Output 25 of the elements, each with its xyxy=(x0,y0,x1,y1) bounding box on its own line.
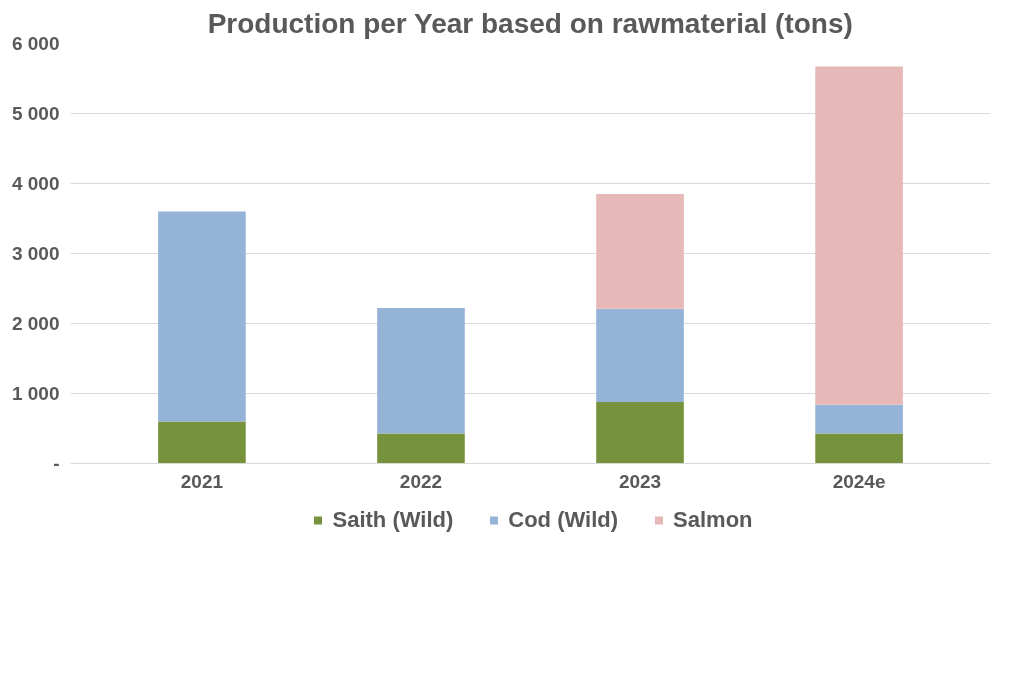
y-tick-label: 2 000 xyxy=(11,313,60,334)
y-tick-label: 3 000 xyxy=(11,243,60,264)
x-tick-label: 2021 xyxy=(180,470,224,492)
bar xyxy=(377,433,465,464)
y-tick-label: 5 000 xyxy=(11,103,60,124)
x-tick-label: 2023 xyxy=(618,470,662,492)
x-tick-label: 2024e xyxy=(832,470,886,492)
y-tick-label: 1 000 xyxy=(11,383,60,404)
bar xyxy=(158,211,246,422)
bar xyxy=(815,404,903,434)
y-tick-label: 4 000 xyxy=(11,173,60,194)
bar xyxy=(596,401,684,464)
bar xyxy=(377,308,465,434)
bar xyxy=(815,433,903,464)
y-tick-label: 6 000 xyxy=(11,33,60,54)
legend-label: Cod (Wild) xyxy=(508,507,619,533)
legend-label: Salmon xyxy=(673,507,753,533)
bar xyxy=(596,308,684,402)
y-tick-label: - xyxy=(53,453,60,474)
x-tick-label: 2022 xyxy=(399,470,443,492)
bar xyxy=(596,194,684,309)
bar xyxy=(815,66,903,405)
bar xyxy=(158,421,246,464)
legend-label: Saith (Wild) xyxy=(332,507,454,533)
chart-title: Production per Year based on rawmaterial (tons) xyxy=(207,7,853,39)
